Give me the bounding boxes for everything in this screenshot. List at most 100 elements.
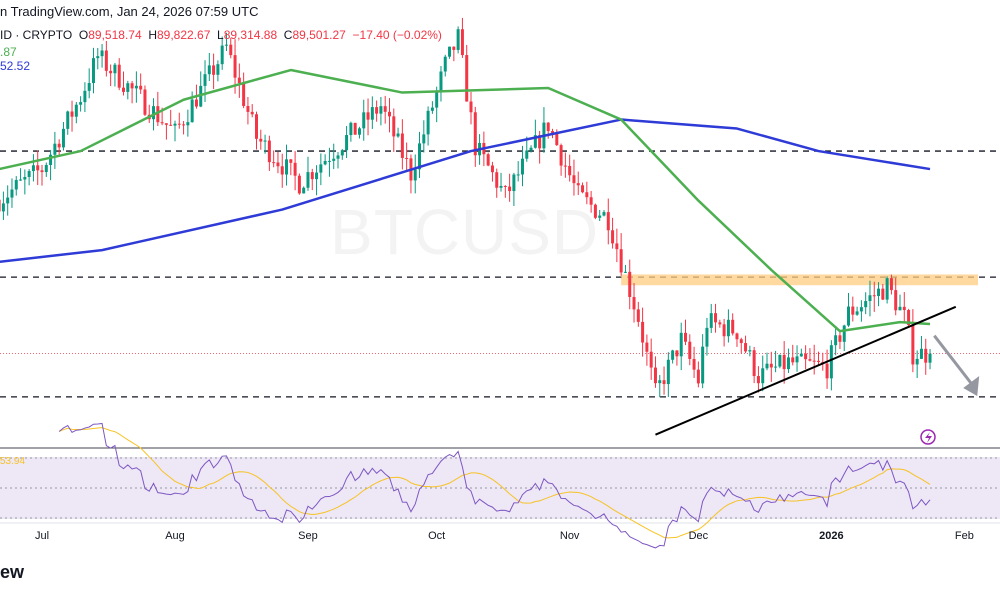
candle-up — [877, 288, 881, 297]
candle-up — [53, 143, 57, 155]
candle-up — [623, 271, 627, 273]
candle-down — [194, 99, 198, 107]
candle-up — [220, 45, 224, 65]
candle-down — [889, 278, 893, 291]
candle-up — [173, 123, 177, 126]
candle-up — [285, 159, 289, 175]
candle-up — [113, 64, 117, 74]
candle-up — [705, 327, 709, 347]
candle-up — [834, 335, 838, 346]
candle-down — [40, 170, 44, 173]
ma-slow-legend: 52.52 — [0, 59, 31, 73]
candle-down — [469, 101, 473, 113]
candle-down — [259, 138, 263, 142]
candle-up — [302, 187, 306, 194]
candle-down — [593, 204, 597, 218]
candle-up — [379, 106, 383, 114]
candle-down — [581, 185, 585, 193]
candle-up — [10, 189, 14, 198]
candle-up — [1, 203, 5, 212]
candle-up — [885, 278, 889, 300]
candle-up — [306, 172, 310, 188]
candle-down — [907, 310, 911, 326]
candle-down — [653, 367, 657, 384]
candle-up — [79, 102, 83, 105]
candle-up — [774, 366, 778, 368]
candle-down — [297, 175, 301, 194]
candle-down — [104, 50, 108, 71]
candle-down — [894, 290, 898, 311]
candle-up — [456, 29, 460, 50]
candle-down — [538, 135, 542, 149]
candle-down — [383, 106, 387, 112]
lightning-icon-bolt — [925, 432, 932, 443]
x-tick-label: Dec — [688, 530, 709, 542]
candle-down — [289, 159, 293, 163]
candle-up — [340, 150, 344, 156]
candle-down — [645, 342, 649, 352]
x-tick-label: Jul — [34, 530, 50, 542]
candle-down — [246, 106, 250, 112]
candle-down — [628, 271, 632, 298]
candle-up — [864, 301, 868, 308]
candle-up — [520, 158, 524, 175]
candle-up — [602, 212, 606, 216]
candle-down — [611, 230, 615, 244]
candle-up — [332, 158, 336, 161]
candle-up — [418, 143, 422, 170]
candle-down — [117, 64, 121, 88]
candle-up — [91, 58, 95, 84]
candle-down — [722, 324, 726, 337]
candle-up — [855, 311, 859, 315]
candle-up — [61, 128, 65, 148]
candle-up — [799, 353, 803, 357]
candle-up — [87, 83, 91, 91]
candle-up — [186, 122, 190, 126]
candle-down — [508, 186, 512, 192]
candle-up — [786, 357, 790, 370]
candle-up — [315, 172, 319, 180]
candle-down — [911, 325, 915, 365]
candle-down — [267, 140, 271, 163]
candle-up — [134, 85, 138, 89]
candle-up — [671, 350, 675, 360]
candle-up — [709, 313, 713, 328]
candle-up — [868, 295, 872, 302]
candle-down — [816, 360, 820, 362]
candle-down — [589, 197, 593, 205]
candle-down — [255, 114, 258, 139]
candle-down — [752, 350, 756, 377]
candle-down — [452, 46, 456, 50]
candle-down — [555, 132, 559, 146]
candle-up — [448, 46, 452, 57]
candle-down — [649, 351, 653, 368]
candle-down — [310, 172, 314, 180]
candle-down — [139, 85, 143, 90]
candle-up — [207, 65, 211, 75]
candle-down — [405, 157, 409, 159]
candle-down — [641, 321, 645, 343]
candle-down — [250, 111, 254, 115]
candle-down — [731, 319, 735, 334]
candle-down — [169, 124, 173, 126]
candle-down — [486, 154, 490, 166]
forecast-arrow-head — [963, 375, 980, 396]
candle-up — [126, 83, 130, 92]
open-value: 89,518.74 — [88, 28, 142, 42]
candle-up — [362, 112, 366, 129]
candle-up — [430, 107, 434, 111]
candle-up — [658, 380, 662, 384]
candle-down — [684, 332, 687, 342]
candle-up — [336, 155, 340, 159]
candle-up — [778, 354, 782, 367]
candle-up — [443, 56, 447, 72]
candle-down — [559, 145, 563, 166]
candle-down — [375, 107, 379, 114]
candle-up — [726, 319, 730, 337]
support-trendline — [655, 305, 957, 436]
ma-slow-line — [0, 118, 931, 263]
candle-down — [735, 333, 739, 340]
low-value: 89,314.88 — [223, 28, 278, 42]
ma-fast-line — [0, 68, 931, 333]
